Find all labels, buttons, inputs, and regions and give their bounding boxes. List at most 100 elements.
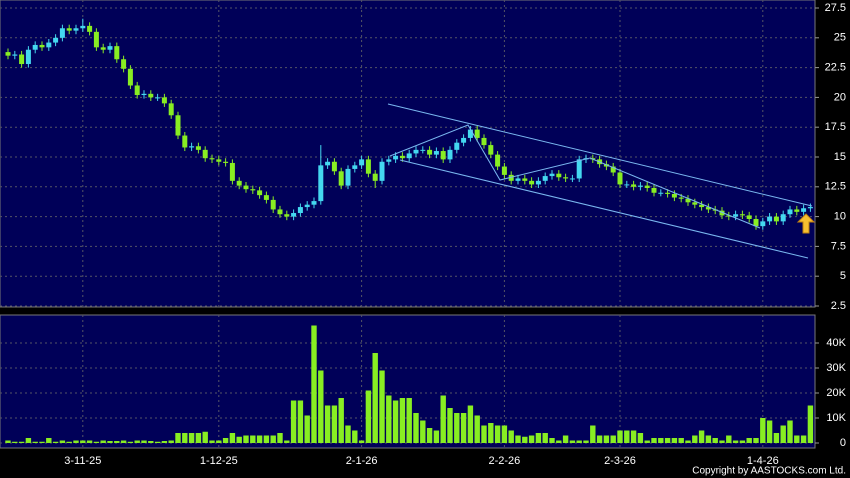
candle-body (93, 31, 99, 48)
candle-body (175, 115, 181, 136)
volume-bar (73, 440, 79, 443)
volume-bar (12, 441, 18, 443)
volume-bar (780, 425, 786, 443)
candle-body (284, 214, 290, 217)
volume-bar (222, 438, 229, 443)
y-tick-label: 10K (826, 412, 846, 424)
volume-bar (440, 395, 446, 443)
candle-body (733, 214, 739, 217)
candle-body (318, 165, 324, 202)
volume-bar (32, 441, 38, 443)
x-tick-label: 1-12-25 (200, 455, 238, 467)
y-tick-label: 17.5 (825, 121, 846, 133)
candle-body (189, 146, 195, 148)
volume-bar (59, 440, 66, 443)
candle-body (474, 129, 480, 138)
candle-body (5, 52, 11, 56)
y-tick-label: 22.5 (825, 62, 846, 74)
volume-bar (474, 415, 480, 443)
x-tick-label: 1-4-26 (747, 455, 779, 467)
candle-body (182, 135, 188, 148)
volume-bar (107, 441, 113, 443)
candle-body (379, 161, 385, 181)
volume-bar (66, 441, 72, 443)
y-tick-label: 10 (834, 211, 846, 223)
candle-body (515, 178, 521, 181)
volume-bar (39, 441, 45, 443)
volume-bar (671, 438, 678, 443)
volume-bar (148, 441, 154, 443)
candle-body (644, 185, 650, 188)
copyright: Copyright by AASTOCKS.com Ltd. (692, 466, 846, 477)
volume-bar (794, 435, 800, 443)
candle-body (549, 173, 555, 177)
candle-body (665, 192, 671, 194)
candle-body (291, 213, 297, 217)
candle-body (19, 54, 25, 65)
volume-bar (324, 405, 331, 443)
volume-bar (297, 400, 304, 443)
volume-bar (311, 325, 317, 443)
volume-bar (25, 438, 32, 443)
candle-body (304, 204, 310, 208)
candle-body (705, 207, 711, 210)
volume-bar (685, 440, 691, 443)
volume-bar (168, 440, 174, 443)
candle-body (767, 216, 773, 222)
candle-body (671, 193, 677, 198)
x-tick-label: 2-2-26 (489, 455, 521, 467)
candle-body (114, 46, 120, 60)
candle-body (427, 149, 433, 155)
y-tick-label: 25 (834, 32, 846, 44)
candle-body (352, 165, 358, 169)
volume-bar (787, 420, 793, 443)
volume-bar (508, 430, 514, 443)
volume-bar (209, 440, 215, 443)
candle-body (603, 164, 609, 167)
volume-bar (460, 413, 467, 443)
candle-body (243, 185, 249, 190)
volume-bar (549, 438, 555, 443)
candle-body (481, 137, 487, 146)
candle-body (141, 93, 147, 96)
trend-lines (387, 103, 813, 259)
candle-body (87, 25, 93, 32)
candle-body (25, 49, 31, 65)
volume-bar (739, 440, 746, 443)
y-tick-label: 7.5 (831, 240, 846, 252)
volume-bar (807, 405, 814, 443)
x-tick-label: 3-11-25 (64, 455, 101, 467)
candle-body (535, 180, 541, 185)
volume-bar (617, 430, 623, 443)
candle-body (393, 155, 399, 160)
candle-body (331, 161, 337, 172)
candle-body (155, 97, 161, 99)
candle-body (257, 190, 263, 196)
volume-bar (175, 433, 181, 443)
y-tick-label: 27.5 (825, 2, 846, 14)
volume-bar (753, 438, 759, 443)
volume-bar (413, 413, 419, 443)
volume-bar (596, 435, 603, 443)
candle-body (121, 59, 127, 69)
volume-bar (515, 435, 521, 443)
candle-body (80, 25, 86, 29)
candle-body (161, 97, 167, 104)
candle-body (624, 184, 630, 186)
volume-bar (270, 435, 276, 443)
candle-body (780, 214, 786, 222)
volume-bar (277, 433, 283, 443)
volume-bar (556, 440, 562, 443)
candle-body (726, 215, 732, 217)
volume-bar (535, 433, 542, 443)
candle-body (148, 93, 154, 98)
volume-bar (501, 425, 508, 443)
candle-body (32, 44, 38, 50)
volume-bar (678, 438, 684, 443)
volume-bar (481, 425, 487, 443)
x-tick-label: 2-1-26 (346, 455, 378, 467)
candle-body (202, 149, 208, 159)
volume-bar (800, 435, 807, 443)
